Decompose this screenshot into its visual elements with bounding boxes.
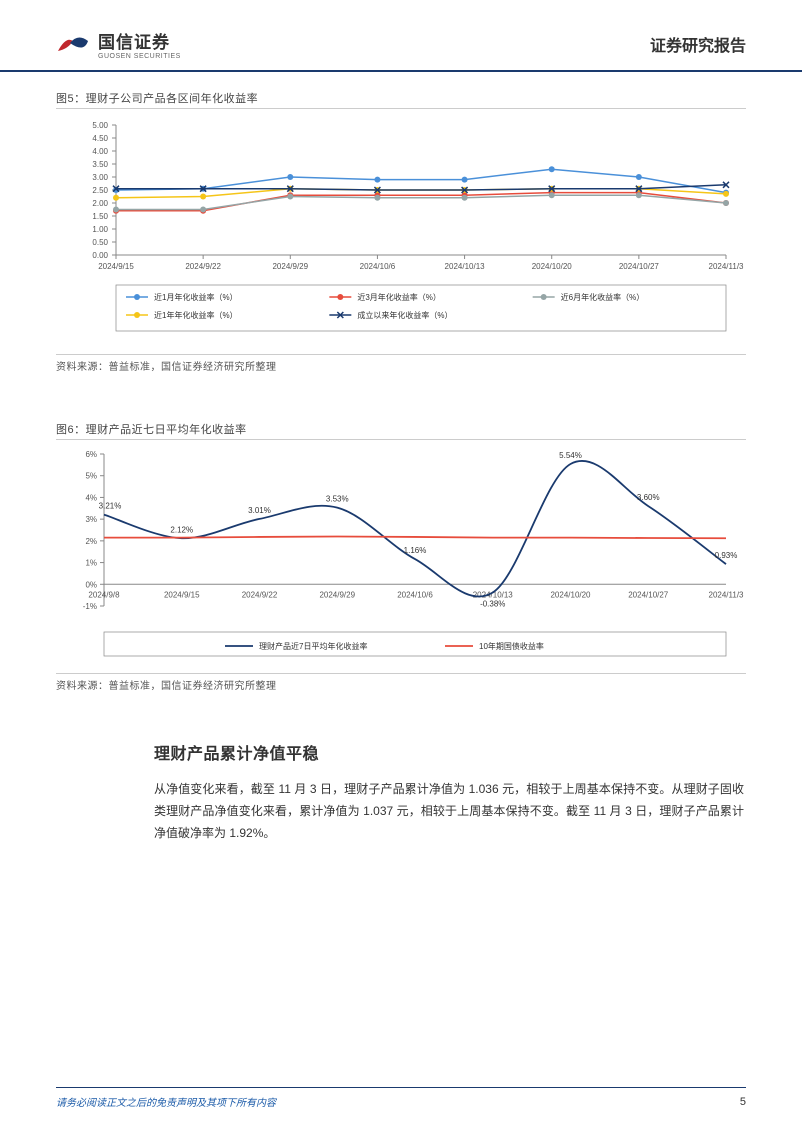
svg-text:0.93%: 0.93% [715, 551, 738, 560]
svg-text:2.50: 2.50 [92, 186, 108, 195]
svg-text:2024/10/6: 2024/10/6 [360, 262, 396, 271]
svg-text:1.16%: 1.16% [404, 546, 427, 555]
svg-text:1%: 1% [85, 559, 97, 568]
page-footer: 请务必阅读正文之后的免责声明及其项下所有内容 5 [56, 1087, 746, 1109]
svg-text:4%: 4% [85, 493, 97, 502]
svg-text:5.00: 5.00 [92, 121, 108, 130]
svg-text:近6月年化收益率（%）: 近6月年化收益率（%） [561, 292, 645, 302]
figure5-title: 图5：理财子公司产品各区间年化收益率 [56, 90, 746, 109]
svg-text:-0.38%: -0.38% [480, 600, 505, 609]
svg-text:1.50: 1.50 [92, 212, 108, 221]
svg-text:6%: 6% [85, 450, 97, 459]
figure6-source: 资料来源：普益标准，国信证券经济研究所整理 [56, 673, 746, 692]
svg-text:3.00: 3.00 [92, 173, 108, 182]
svg-text:1.00: 1.00 [92, 225, 108, 234]
svg-text:近1年年化收益率（%）: 近1年年化收益率（%） [154, 310, 238, 320]
svg-text:3.60%: 3.60% [637, 493, 660, 502]
report-type-label: 证券研究报告 [650, 32, 746, 56]
svg-text:2024/9/15: 2024/9/15 [164, 590, 200, 599]
svg-text:2024/9/29: 2024/9/29 [319, 590, 355, 599]
svg-text:2024/11/3: 2024/11/3 [709, 262, 745, 271]
svg-text:5%: 5% [85, 472, 97, 481]
svg-text:2024/9/29: 2024/9/29 [272, 262, 308, 271]
svg-text:4.00: 4.00 [92, 147, 108, 156]
page-header: 国信证券 GUOSEN SECURITIES 证券研究报告 [0, 0, 802, 72]
svg-text:近1月年化收益率（%）: 近1月年化收益率（%） [154, 292, 238, 302]
svg-text:0%: 0% [85, 580, 97, 589]
figure5-source: 资料来源：普益标准，国信证券经济研究所整理 [56, 354, 746, 373]
svg-text:2024/10/6: 2024/10/6 [397, 590, 433, 599]
svg-text:0.50: 0.50 [92, 238, 108, 247]
company-name-block: 国信证券 GUOSEN SECURITIES [98, 28, 181, 60]
figure6-title: 图6：理财产品近七日平均年化收益率 [56, 421, 746, 440]
svg-text:2.00: 2.00 [92, 199, 108, 208]
svg-text:5.54%: 5.54% [559, 451, 582, 460]
svg-text:2024/9/8: 2024/9/8 [88, 590, 120, 599]
svg-text:3.01%: 3.01% [248, 506, 271, 515]
svg-text:2.12%: 2.12% [170, 525, 193, 534]
svg-text:2024/10/27: 2024/10/27 [628, 590, 669, 599]
svg-text:0.00: 0.00 [92, 251, 108, 260]
svg-text:3.53%: 3.53% [326, 495, 349, 504]
company-logo: 国信证券 GUOSEN SECURITIES [56, 28, 181, 60]
footer-disclaimer: 请务必阅读正文之后的免责声明及其项下所有内容 [56, 1094, 276, 1109]
svg-text:10年期国债收益率: 10年期国债收益率 [479, 641, 544, 651]
svg-text:2024/10/13: 2024/10/13 [445, 262, 486, 271]
svg-text:2024/9/15: 2024/9/15 [98, 262, 134, 271]
svg-text:-1%: -1% [83, 602, 97, 611]
figure5-chart: 0.00 0.50 1.00 1.50 2.00 2.50 3.00 3.50 4.00 4.50… [56, 115, 746, 350]
company-name-en: GUOSEN SECURITIES [98, 53, 181, 60]
svg-text:3.50: 3.50 [92, 160, 108, 169]
svg-text:2%: 2% [85, 537, 97, 546]
logo-icon [56, 31, 90, 57]
svg-text:2024/10/20: 2024/10/20 [550, 590, 591, 599]
svg-text:2024/10/27: 2024/10/27 [619, 262, 660, 271]
svg-text:2024/9/22: 2024/9/22 [185, 262, 221, 271]
section-title: 理财产品累计净值平稳 [154, 740, 744, 764]
svg-text:3%: 3% [85, 515, 97, 524]
svg-text:4.50: 4.50 [92, 134, 108, 143]
svg-text:理财产品近7日平均年化收益率: 理财产品近7日平均年化收益率 [259, 641, 367, 651]
section-body: 从净值变化来看，截至 11 月 3 日，理财子产品累计净值为 1.036 元，相… [154, 778, 744, 845]
svg-text:成立以来年化收益率（%）: 成立以来年化收益率（%） [357, 310, 452, 320]
svg-text:近3月年化收益率（%）: 近3月年化收益率（%） [357, 292, 441, 302]
svg-text:2024/10/20: 2024/10/20 [532, 262, 573, 271]
page-number: 5 [740, 1096, 746, 1108]
svg-text:2024/9/22: 2024/9/22 [242, 590, 278, 599]
company-name-cn: 国信证券 [98, 28, 181, 53]
figure6-chart: -1% 0% 1% 2% 3% 4% 5% 6% 2024/9/8 2024/9/15 2024/9… [56, 446, 746, 669]
page-content: 图5：理财子公司产品各区间年化收益率 0.00 0.50 1.00 1.50 2.00 2… [0, 72, 802, 845]
svg-text:3.21%: 3.21% [99, 502, 122, 511]
svg-text:2024/11/3: 2024/11/3 [709, 590, 745, 599]
